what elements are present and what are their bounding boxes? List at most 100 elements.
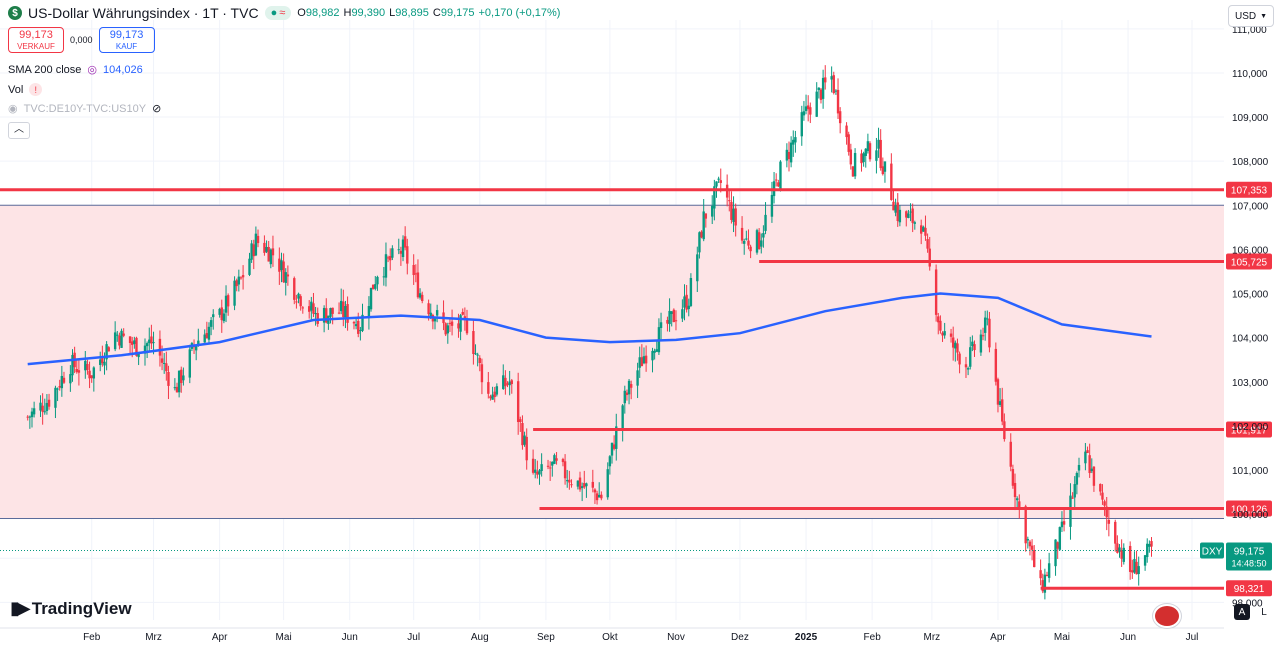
- candle-body: [954, 342, 957, 349]
- candle-body: [1150, 541, 1153, 547]
- candle-body: [367, 306, 371, 319]
- candle-body: [892, 201, 895, 211]
- x-tick-label: Mrz: [924, 632, 941, 643]
- candle-body: [118, 335, 121, 346]
- level-badge: [1226, 580, 1272, 597]
- candle-body: [1077, 464, 1081, 471]
- candle-body: [981, 335, 985, 337]
- candle-body: [785, 149, 789, 161]
- zone-fill: [0, 205, 1224, 519]
- candle-body: [1047, 563, 1051, 578]
- candle-body: [674, 320, 678, 322]
- candle-body: [740, 227, 744, 241]
- y-tick-label: 111,000: [1232, 25, 1267, 36]
- candle-body: [595, 493, 599, 501]
- candle-body: [585, 483, 588, 487]
- candle-body: [802, 111, 806, 116]
- candle-body: [344, 306, 347, 318]
- candle-body: [715, 181, 718, 187]
- candle-body: [1122, 547, 1125, 562]
- sma-value: 104,026: [102, 63, 143, 76]
- symbol-badge-label: DXY: [1202, 547, 1223, 558]
- candle-body: [1009, 441, 1012, 467]
- candle-body: [717, 178, 720, 180]
- candle-body: [322, 307, 326, 323]
- market-status-pill[interactable]: ● ≈: [264, 6, 292, 20]
- candle-body: [734, 208, 737, 226]
- candle-body: [399, 250, 403, 254]
- candle-body: [770, 194, 774, 217]
- candle-body: [536, 471, 539, 475]
- symbol-title[interactable]: US-Dollar Währungsindex · 1T · TVC: [28, 5, 259, 21]
- candle-body: [800, 112, 803, 137]
- candle-body: [297, 293, 300, 299]
- candle-body: [461, 311, 464, 315]
- x-tick-label: Mai: [276, 632, 292, 643]
- candle-body: [152, 342, 155, 344]
- candle-body: [986, 318, 989, 320]
- buy-button[interactable]: 99,173 KAUF: [98, 27, 155, 53]
- auto-scale-button[interactable]: A: [1234, 604, 1250, 620]
- candle-body: [239, 277, 243, 279]
- candle-body: [122, 333, 125, 336]
- highlight-zone: [0, 204, 1224, 520]
- candle-body: [107, 347, 110, 352]
- collapse-legend-button[interactable]: ︿: [8, 122, 30, 139]
- candle-body: [280, 260, 283, 271]
- candle-body: [655, 349, 658, 352]
- candle-body: [898, 209, 902, 223]
- candle-body: [329, 308, 332, 317]
- candle-body: [491, 394, 494, 400]
- candle-body: [702, 211, 705, 240]
- candle-body: [625, 392, 629, 396]
- sma-indicator-legend[interactable]: SMA 200 close ◎ 104,026: [8, 63, 143, 77]
- log-scale-button[interactable]: L: [1261, 606, 1267, 618]
- candle-body: [939, 320, 942, 331]
- candle-body: [103, 361, 106, 366]
- candle-body: [101, 357, 104, 364]
- candle-body: [593, 489, 597, 493]
- y-tick-label: 108,000: [1232, 157, 1269, 168]
- x-tick-label: Dez: [731, 632, 749, 643]
- sell-button[interactable]: 99,173 VERKAUF: [8, 27, 64, 53]
- candle-body: [60, 375, 64, 389]
- volume-indicator-legend[interactable]: Vol !: [8, 83, 43, 96]
- dollar-sign-icon[interactable]: $: [8, 6, 22, 20]
- time-axis: Feb Mrz Apr Mai Jun Jul Aug Sep Okt Nov Dez 2025 Feb…: [0, 627, 1224, 643]
- candle-body: [429, 312, 432, 317]
- hidden-eye-icon[interactable]: ⊘: [152, 103, 162, 115]
- candle-body: [1043, 574, 1047, 593]
- candlesticks: [26, 65, 1153, 600]
- candle-body: [943, 331, 946, 336]
- last-price-badge: [1226, 542, 1272, 571]
- candle-body: [719, 180, 722, 183]
- candle-body: [160, 358, 164, 363]
- candle-body: [819, 89, 823, 100]
- candle-body: [1075, 472, 1079, 485]
- candle-body: [1107, 519, 1111, 524]
- candle-body: [212, 314, 215, 318]
- candle-body: [1099, 483, 1102, 492]
- us-flag-icon[interactable]: [1153, 604, 1181, 628]
- candle-body: [472, 331, 475, 354]
- candle-body: [728, 200, 731, 202]
- candle-body: [269, 249, 273, 265]
- y-tick-label: 101,000: [1232, 466, 1269, 477]
- high-label: H: [343, 7, 352, 19]
- candle-body: [934, 269, 938, 315]
- candle-body: [403, 236, 407, 248]
- candle-body: [158, 338, 162, 356]
- candle-body: [384, 254, 388, 278]
- candle-body: [489, 396, 492, 399]
- level-badge: [1226, 500, 1272, 517]
- candle-body: [278, 258, 281, 272]
- spread-indicator-legend[interactable]: ◉ TVC:DE10Y-TVC:US10Y ⊘: [8, 102, 162, 116]
- candle-body: [779, 161, 782, 189]
- currency-button[interactable]: USD ▼: [1228, 5, 1274, 27]
- candle-body: [312, 303, 315, 314]
- candle-body: [167, 371, 170, 386]
- candle-body: [342, 301, 345, 318]
- candle-body: [331, 307, 334, 314]
